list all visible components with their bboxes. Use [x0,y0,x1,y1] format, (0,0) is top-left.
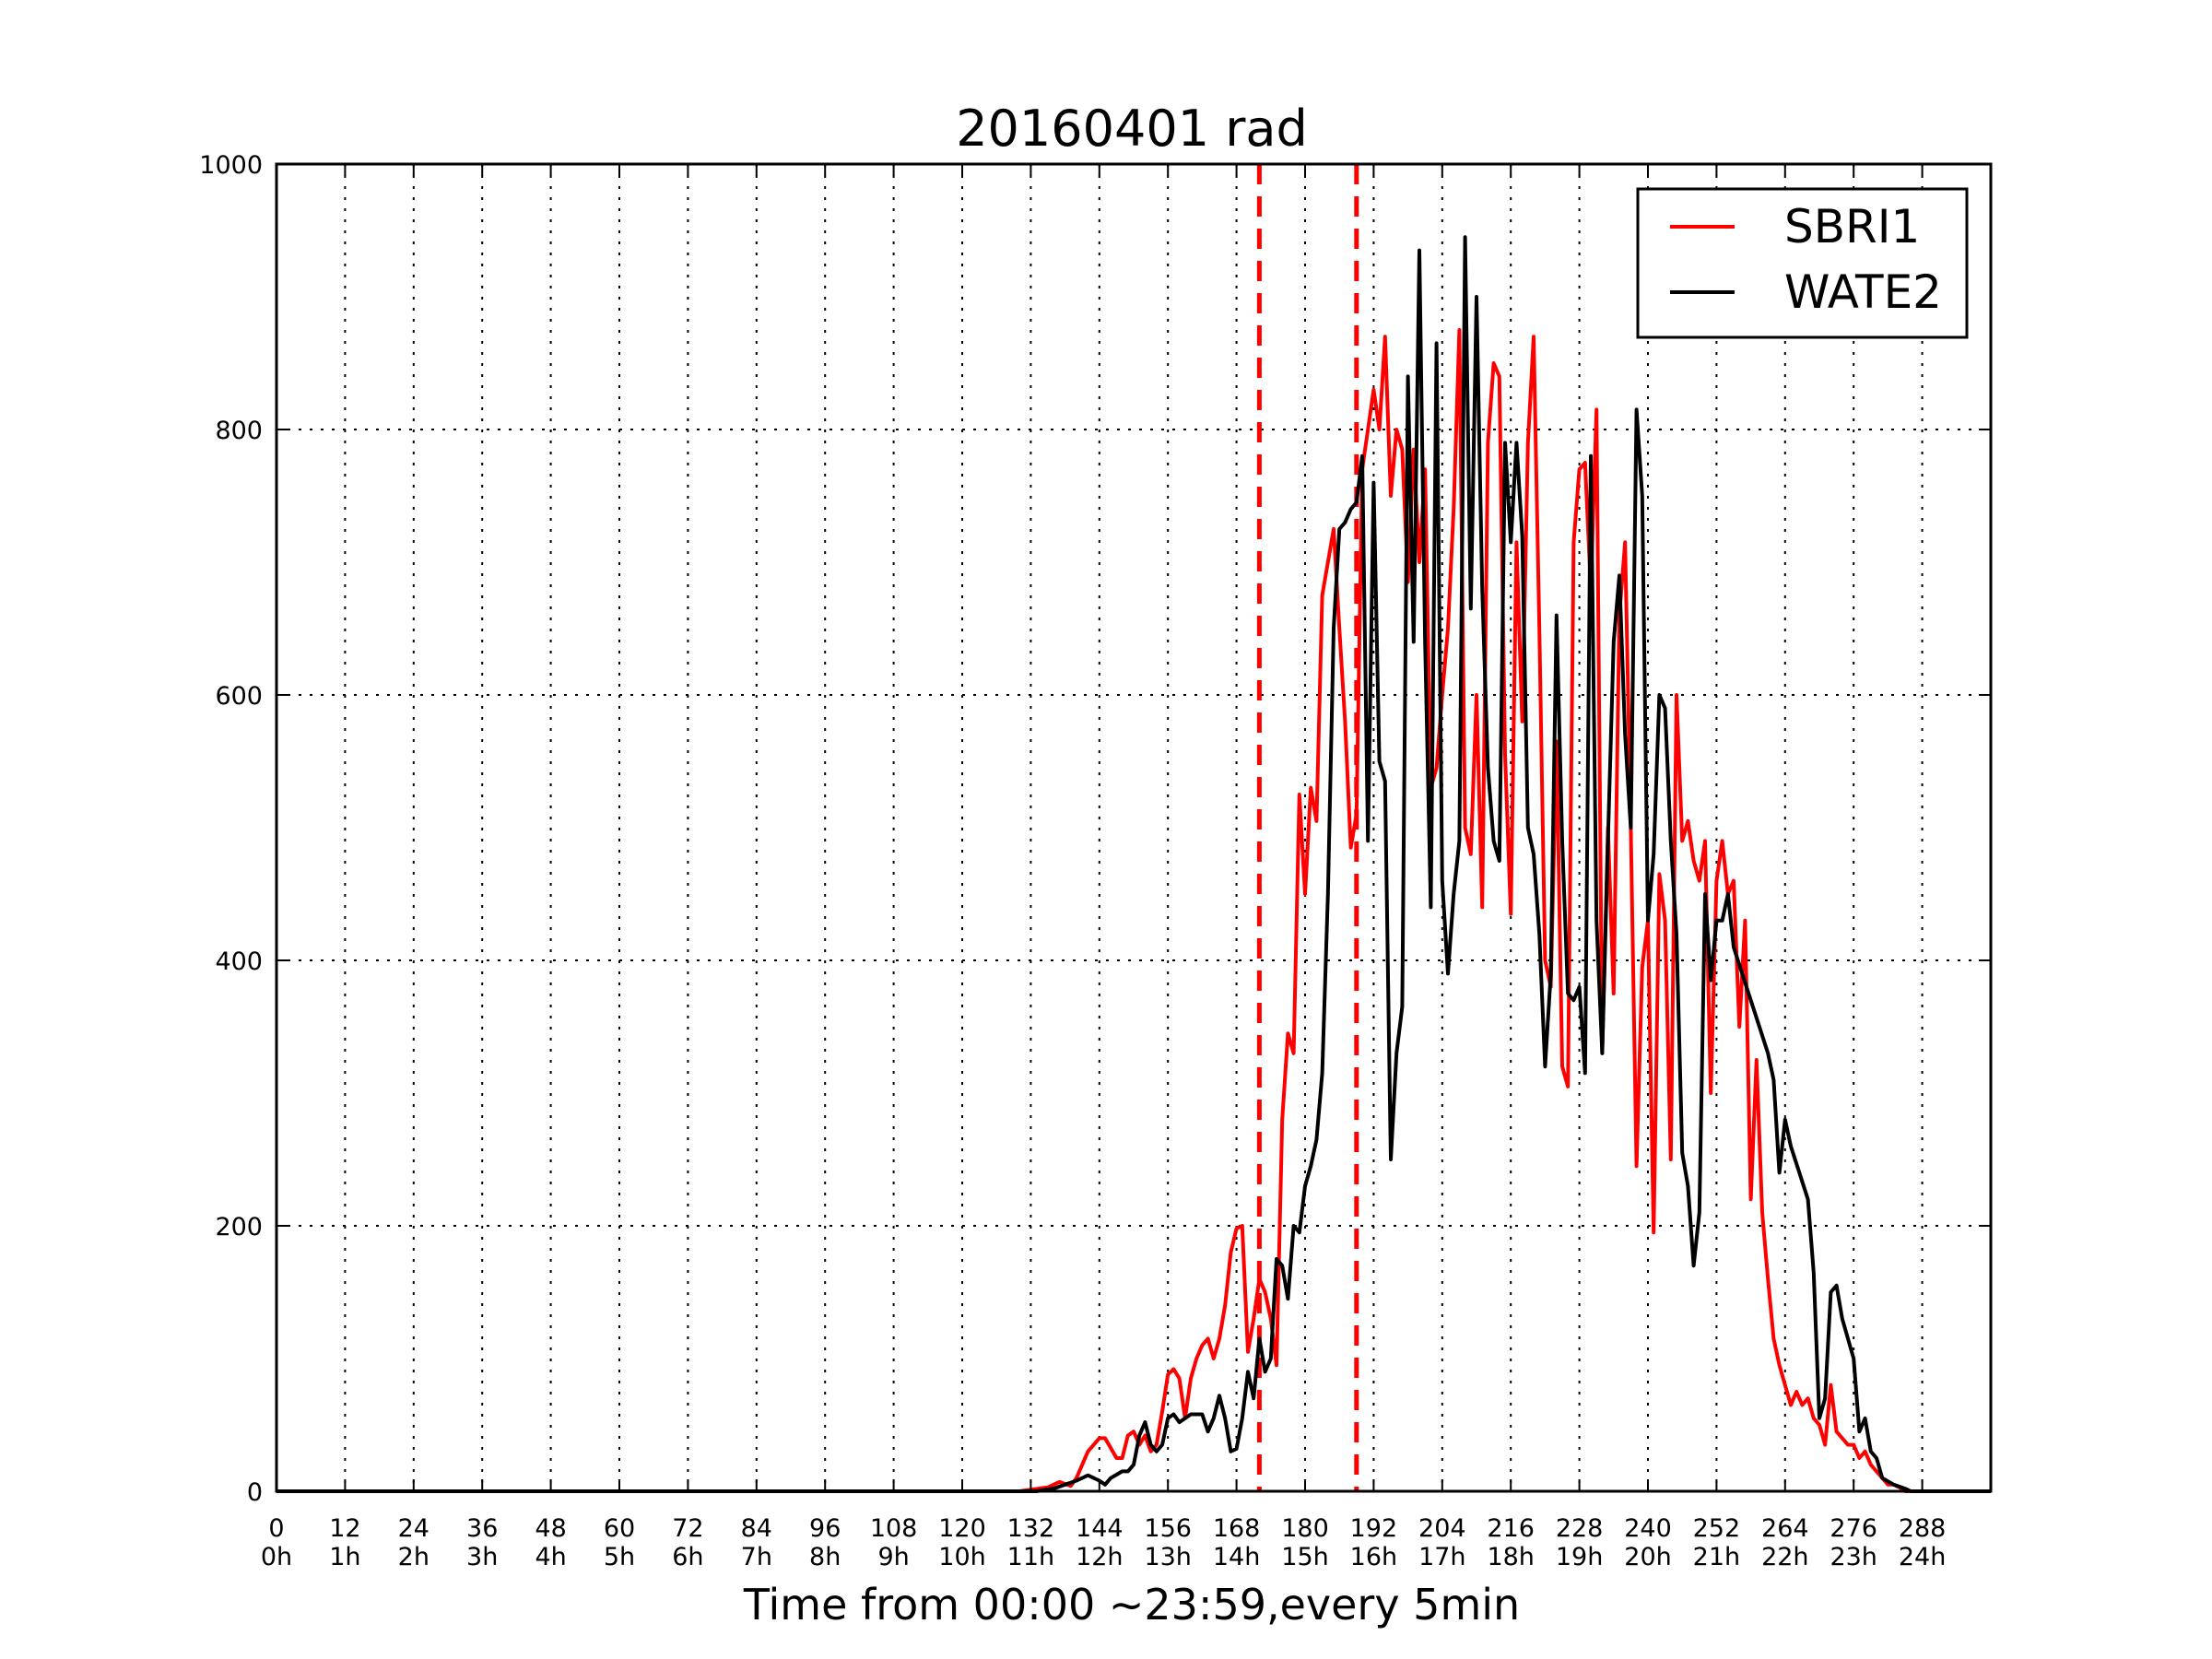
x-tick-hour-label: 17h [1418,1543,1465,1571]
legend: SBRI1 WATE2 [1636,187,1969,339]
x-tick-hour-label: 12h [1076,1543,1123,1571]
x-tick-hour-label: 15h [1281,1543,1328,1571]
x-tick-label: 168 [1213,1514,1261,1543]
plot-frame [275,162,1993,1493]
x-tick-hour-label: 19h [1556,1543,1603,1571]
x-tick-hour-label: 23h [1830,1543,1877,1571]
y-tick-label: 600 [215,682,263,711]
x-tick-hour-label: 9h [877,1543,909,1571]
x-tick-label: 276 [1830,1514,1877,1543]
y-tick-label: 200 [215,1213,263,1241]
x-tick-label: 228 [1556,1514,1604,1543]
x-tick-label: 264 [1761,1514,1809,1543]
x-tick-hour-label: 24h [1899,1543,1946,1571]
x-tick-label: 24 [398,1514,429,1543]
legend-box [1636,187,1969,339]
x-tick-hour-label: 20h [1624,1543,1671,1571]
legend-label-wate2: WATE2 [1784,265,1942,319]
x-axis-label: Time from 00:00 ~23:59,every 5min [743,1580,1520,1630]
x-tick-label: 132 [1007,1514,1055,1543]
x-tick-hour-label: 10h [938,1543,985,1571]
x-tick-label: 48 [535,1514,566,1543]
y-tick-label: 800 [215,417,263,445]
x-tick-hour-label: 21h [1693,1543,1740,1571]
x-tick-hour-label: 14h [1213,1543,1260,1571]
x-tick-hour-label: 18h [1487,1543,1534,1571]
x-tick-hour-label: 0h [261,1543,292,1571]
grid [276,164,1991,1491]
x-tick-hour-label: 7h [741,1543,772,1571]
x-tick-label: 216 [1487,1514,1535,1543]
x-tick-hour-label: 5h [604,1543,635,1571]
x-tick-label: 0 [268,1514,284,1543]
x-tick-label: 72 [672,1514,703,1543]
x-tick-hour-label: 13h [1144,1543,1191,1571]
x-tick-hour-label: 16h [1350,1543,1397,1571]
reference-lines [1256,164,1359,1491]
x-tick-label: 12 [329,1514,360,1543]
x-tick-label: 288 [1899,1514,1947,1543]
x-tick-hour-label: 6h [672,1543,703,1571]
x-tick-label: 120 [938,1514,986,1543]
legend-label-sbri1: SBRI1 [1784,200,1920,253]
x-tick-hour-label: 8h [809,1543,841,1571]
x-tick-hour-label: 1h [329,1543,360,1571]
axis-ticks: 00h121h242h363h484h605h726h847h968h1089h… [199,151,1991,1571]
x-tick-label: 156 [1144,1514,1192,1543]
x-tick-label: 60 [604,1514,635,1543]
series-lines [276,235,1991,1493]
x-tick-label: 252 [1693,1514,1741,1543]
series-line-sbri1 [276,328,1991,1493]
x-tick-label: 192 [1350,1514,1398,1543]
x-tick-hour-label: 3h [466,1543,498,1571]
x-tick-label: 240 [1624,1514,1672,1543]
y-tick-label: 400 [215,947,263,976]
x-tick-label: 36 [466,1514,498,1543]
x-tick-label: 96 [809,1514,841,1543]
x-tick-label: 144 [1076,1514,1124,1543]
x-tick-hour-label: 2h [398,1543,429,1571]
x-tick-hour-label: 11h [1007,1543,1054,1571]
x-tick-hour-label: 4h [535,1543,566,1571]
y-tick-label: 1000 [199,151,263,180]
x-tick-label: 108 [870,1514,918,1543]
x-tick-hour-label: 22h [1761,1543,1808,1571]
y-tick-label: 0 [247,1478,263,1507]
chart-title: 20160401 rad [956,100,1308,158]
x-tick-label: 180 [1281,1514,1329,1543]
series-line-wate2 [276,235,1991,1493]
x-tick-label: 84 [741,1514,772,1543]
x-tick-label: 204 [1418,1514,1466,1543]
